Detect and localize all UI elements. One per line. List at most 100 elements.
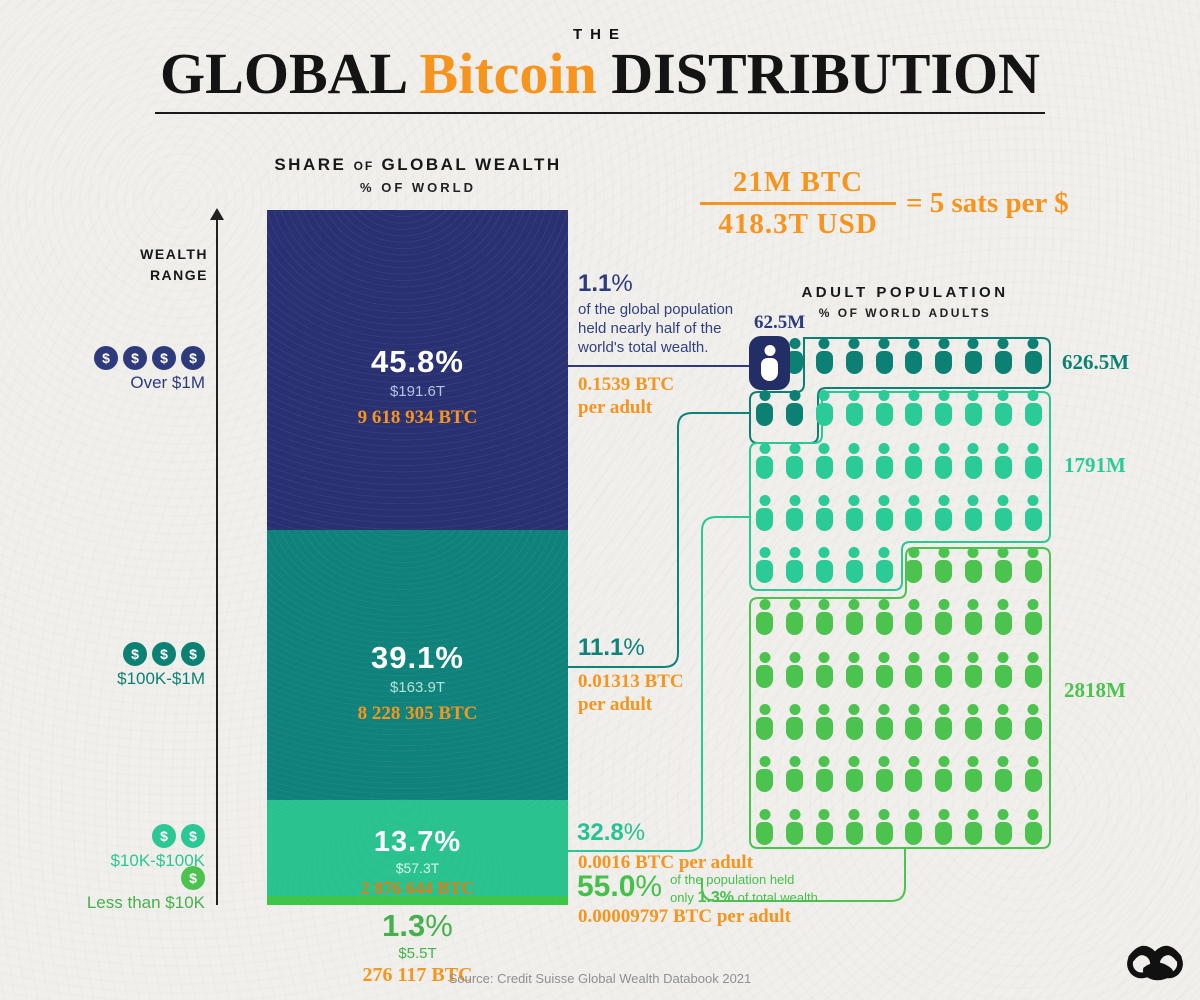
person-icon: [929, 338, 959, 390]
person-icon: [988, 756, 1018, 808]
axis-line: [216, 220, 218, 905]
btc-per-usd-formula: 21M BTC 418.3T USD = 5 sats per $: [700, 166, 1069, 241]
population-label-2818m: 2818M: [1064, 678, 1126, 702]
person-icon: [929, 547, 959, 599]
person-icon: [780, 704, 810, 756]
wealth-chart-title: SHARE OF GLOBAL WEALTH: [274, 155, 562, 174]
title-kicker: THE: [573, 26, 627, 43]
person-icon: [750, 756, 780, 808]
wealth-chart-subtitle: % OF WORLD: [360, 180, 476, 195]
person-icon: [750, 704, 780, 756]
person-icon: [988, 704, 1018, 756]
formula-denominator: 418.3T USD: [718, 208, 878, 240]
person-icon: [929, 809, 959, 861]
person-icon: [839, 547, 869, 599]
dollar-coin-icon: $: [123, 346, 147, 370]
annotation-text: of the global population held nearly hal…: [578, 301, 734, 356]
person-icon: [780, 652, 810, 704]
person-icon: [810, 704, 840, 756]
person-icon: [869, 756, 899, 808]
wealth-tier-label: Less than $10K: [86, 893, 205, 912]
person-icon: [899, 338, 929, 390]
segment-btc: 9 618 934 BTC: [357, 407, 478, 428]
person-icon: [988, 390, 1018, 442]
title-bitcoin: Bitcoin: [419, 41, 597, 106]
connector-11pct: [568, 412, 750, 668]
person-icon: [988, 443, 1018, 495]
annotation-text: of the population held only 1.3% of tota…: [670, 872, 822, 907]
wealth-tier-10k-100k: $ $ $10K-$100K: [45, 824, 205, 871]
segment-share: 39.1%: [371, 640, 464, 675]
person-icon: [929, 390, 959, 442]
person-icon: [959, 599, 989, 651]
person-icon: [1018, 599, 1048, 651]
wealth-tier-label: $10K-$100K: [110, 851, 205, 870]
segment-usd: $163.9T: [389, 679, 446, 696]
person-icon: [929, 443, 959, 495]
axis-arrow-icon: [210, 208, 224, 220]
segment-share: 1.3%: [382, 908, 453, 943]
person-icon: [1018, 652, 1048, 704]
person-icon: [959, 652, 989, 704]
person-icon: [869, 443, 899, 495]
annotation-55pct: 55.0% of the population held only 1.3% o…: [577, 870, 821, 908]
person-icon: [750, 495, 780, 547]
person-icon: [1018, 704, 1048, 756]
person-icon: [1018, 443, 1048, 495]
wealth-tier-label: $100K-$1M: [117, 669, 205, 688]
person-icon: [839, 599, 869, 651]
person-icon: [780, 390, 810, 442]
wealth-tier-over-1m: $ $ $ $ Over $1M: [45, 346, 205, 393]
person-icon: [899, 495, 929, 547]
person-icon: [959, 443, 989, 495]
dollar-coin-icon: $: [181, 346, 205, 370]
person-icon: [929, 495, 959, 547]
dollar-coin-icon: $: [181, 642, 205, 666]
page-title: GLOBAL Bitcoin DISTRIBUTION: [0, 40, 1200, 107]
person-icon: [839, 390, 869, 442]
wealth-tier-100k-1m: $ $ $ $100K-$1M: [45, 642, 205, 689]
person-icon-highlight: [749, 336, 790, 390]
population-pictogram-grid: [749, 336, 1048, 861]
person-icon: [750, 599, 780, 651]
person-icon: [839, 495, 869, 547]
segment-share: 13.7%: [373, 826, 462, 858]
segment-btc: 8 228 305 BTC: [357, 703, 478, 724]
person-icon: [839, 338, 869, 390]
title-global: GLOBAL: [160, 41, 406, 106]
person-icon: [899, 390, 929, 442]
person-icon: [1018, 756, 1048, 808]
formula-result: = 5 sats per $: [906, 187, 1069, 219]
person-icon: [929, 756, 959, 808]
person-icon: [959, 338, 989, 390]
wealth-chart-header: SHARE OF GLOBAL WEALTH % OF WORLD: [218, 155, 618, 195]
wealth-tier-label: Over $1M: [130, 373, 205, 392]
bottom-segment-labels: 1.3% $5.5T 276 117 BTC: [267, 908, 568, 987]
person-icon: [810, 443, 840, 495]
person-icon: [959, 756, 989, 808]
segment-usd: $5.5T: [398, 945, 437, 962]
person-icon: [810, 495, 840, 547]
person-icon: [959, 809, 989, 861]
population-chart-subtitle: % OF WORLD ADULTS: [818, 306, 992, 320]
person-icon: [929, 599, 959, 651]
dollar-coin-icon: $: [123, 642, 147, 666]
person-icon: [780, 338, 810, 390]
dollar-icons: $ $: [45, 824, 205, 848]
annotation-btc-per-adult: 0.01313 BTC per adult: [578, 671, 684, 715]
fraction-line: [700, 202, 896, 205]
dollar-coin-icon: $: [181, 824, 205, 848]
person-icon: [959, 704, 989, 756]
person-icon: [869, 495, 899, 547]
person-icon: [988, 599, 1018, 651]
person-icon: [780, 756, 810, 808]
person-icon: [869, 599, 899, 651]
dollar-icons: $: [45, 866, 205, 890]
population-label-1791m: 1791M: [1064, 453, 1126, 477]
person-icon: [750, 547, 780, 599]
person-icon: [1018, 547, 1048, 599]
annotation-pct: 55.0%: [577, 870, 663, 903]
person-icon: [959, 495, 989, 547]
person-icon: [810, 756, 840, 808]
dollar-coin-icon: $: [94, 346, 118, 370]
